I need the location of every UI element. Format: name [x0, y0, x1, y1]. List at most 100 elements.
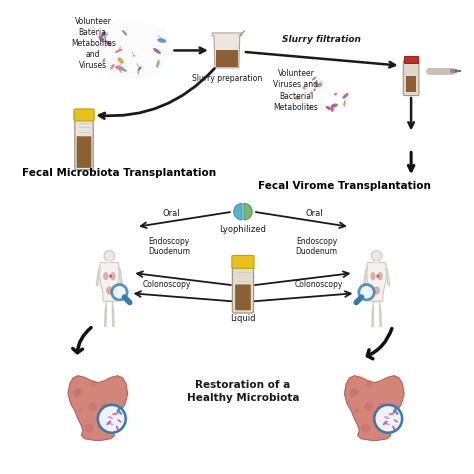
Ellipse shape: [99, 35, 104, 42]
Ellipse shape: [377, 272, 383, 280]
Ellipse shape: [120, 68, 127, 72]
Ellipse shape: [117, 408, 120, 413]
Text: Lyophilized: Lyophilized: [219, 225, 266, 234]
Polygon shape: [100, 263, 119, 301]
Ellipse shape: [118, 57, 124, 64]
Ellipse shape: [106, 286, 113, 295]
Circle shape: [349, 390, 357, 397]
FancyBboxPatch shape: [74, 109, 94, 121]
Ellipse shape: [384, 416, 390, 419]
Text: Oral: Oral: [163, 209, 181, 218]
FancyBboxPatch shape: [232, 264, 254, 313]
Polygon shape: [364, 268, 367, 286]
Ellipse shape: [342, 93, 348, 99]
Ellipse shape: [118, 411, 122, 415]
Ellipse shape: [295, 96, 300, 100]
Circle shape: [108, 416, 116, 423]
Circle shape: [104, 251, 115, 261]
Ellipse shape: [316, 82, 322, 87]
Polygon shape: [212, 33, 242, 68]
Circle shape: [373, 412, 381, 420]
Polygon shape: [96, 268, 100, 286]
Circle shape: [73, 390, 81, 397]
FancyBboxPatch shape: [232, 255, 254, 268]
Ellipse shape: [118, 68, 122, 73]
Circle shape: [78, 408, 82, 413]
Circle shape: [112, 284, 127, 300]
Ellipse shape: [137, 66, 141, 71]
Circle shape: [359, 284, 374, 300]
Ellipse shape: [373, 286, 380, 295]
Text: Volunteer
Viruses and
Bacterial
Metabolites: Volunteer Viruses and Bacterial Metaboli…: [273, 69, 319, 112]
Ellipse shape: [116, 426, 119, 431]
Circle shape: [88, 402, 97, 411]
Text: Endoscopy
Duodenum: Endoscopy Duodenum: [148, 237, 190, 256]
Text: Colonoscopy: Colonoscopy: [143, 280, 191, 289]
Text: Slurry preparation: Slurry preparation: [191, 74, 262, 83]
FancyBboxPatch shape: [403, 61, 419, 96]
Polygon shape: [366, 263, 387, 301]
Circle shape: [365, 402, 374, 411]
Wedge shape: [244, 203, 252, 220]
Bar: [216, 49, 238, 67]
Ellipse shape: [157, 38, 166, 43]
Ellipse shape: [392, 426, 395, 431]
Polygon shape: [112, 301, 114, 327]
Polygon shape: [345, 376, 404, 440]
Text: Volunteer
Bateria,
Metabolites
and
Viruses: Volunteer Bateria, Metabolites and Virus…: [71, 17, 116, 70]
Ellipse shape: [389, 413, 394, 415]
Ellipse shape: [132, 55, 136, 56]
Ellipse shape: [117, 419, 122, 423]
Ellipse shape: [310, 92, 312, 94]
Ellipse shape: [115, 49, 123, 53]
Circle shape: [377, 403, 386, 411]
Bar: [374, 258, 378, 263]
Circle shape: [351, 388, 357, 395]
Ellipse shape: [109, 423, 114, 426]
Ellipse shape: [331, 106, 334, 112]
Ellipse shape: [103, 33, 106, 40]
Ellipse shape: [106, 420, 111, 425]
Ellipse shape: [110, 272, 116, 280]
FancyBboxPatch shape: [77, 136, 91, 168]
Polygon shape: [372, 301, 374, 327]
Circle shape: [90, 380, 97, 387]
Text: Liquid: Liquid: [230, 314, 255, 323]
Text: Oral: Oral: [306, 209, 323, 218]
Ellipse shape: [376, 274, 379, 278]
Circle shape: [84, 424, 94, 433]
Ellipse shape: [343, 100, 346, 107]
Circle shape: [101, 403, 109, 411]
Ellipse shape: [326, 106, 331, 110]
Ellipse shape: [100, 32, 106, 37]
Ellipse shape: [122, 30, 127, 36]
FancyBboxPatch shape: [75, 118, 93, 170]
Ellipse shape: [137, 71, 139, 75]
Ellipse shape: [313, 89, 316, 91]
Ellipse shape: [331, 103, 338, 108]
Ellipse shape: [108, 416, 113, 419]
Ellipse shape: [112, 413, 118, 415]
Circle shape: [74, 388, 81, 395]
Polygon shape: [68, 376, 128, 440]
Circle shape: [96, 412, 104, 420]
Text: Slurry filtration: Slurry filtration: [282, 36, 361, 45]
Ellipse shape: [110, 64, 115, 70]
Ellipse shape: [383, 420, 388, 425]
Circle shape: [385, 416, 392, 423]
Ellipse shape: [393, 419, 398, 423]
Circle shape: [371, 251, 382, 261]
Ellipse shape: [308, 105, 311, 109]
Ellipse shape: [106, 41, 111, 46]
Bar: [404, 56, 418, 63]
Ellipse shape: [102, 58, 105, 63]
Ellipse shape: [386, 423, 390, 426]
Polygon shape: [380, 301, 382, 327]
Ellipse shape: [395, 411, 398, 415]
Ellipse shape: [103, 272, 109, 280]
FancyBboxPatch shape: [235, 284, 251, 310]
Ellipse shape: [115, 65, 124, 70]
Ellipse shape: [156, 60, 160, 68]
Polygon shape: [96, 20, 169, 78]
Text: Endoscopy
Duodenum: Endoscopy Duodenum: [296, 237, 337, 256]
